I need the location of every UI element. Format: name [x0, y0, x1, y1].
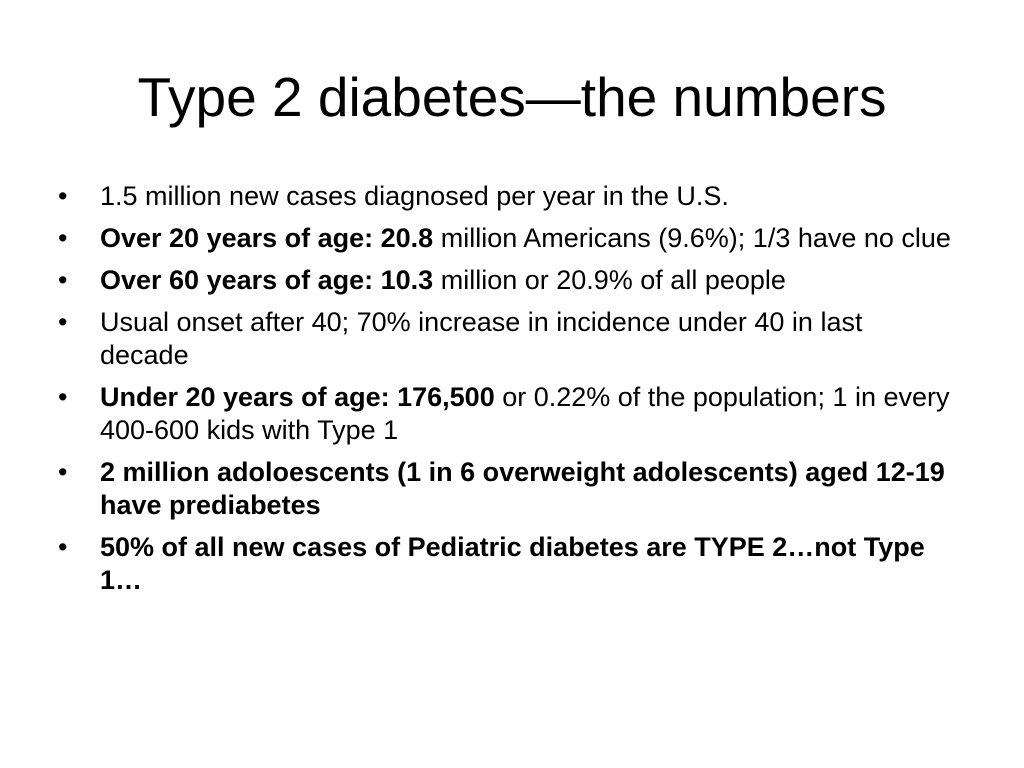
bullet-marker: • [58, 307, 68, 337]
bullet-marker: • [58, 382, 68, 412]
bullet-marker: • [58, 457, 68, 487]
bullet-item: • Under 20 years of age: 176,500 or 0.22… [58, 381, 958, 447]
bullet-item: • 1.5 million new cases diagnosed per ye… [58, 180, 958, 213]
bullet-text: million or 20.9% of all people [433, 265, 786, 295]
bullet-bold-text: 2 million adoloescents (1 in 6 overweigh… [100, 457, 945, 520]
bullet-bold-text: Over 60 years of age: 10.3 [100, 265, 434, 295]
bullet-bold-text: 50% of all new cases of Pediatric diabet… [100, 532, 925, 595]
bullet-text: Usual onset after 40; 70% increase in in… [100, 307, 863, 370]
bullet-marker: • [58, 532, 68, 562]
bullet-marker: • [58, 181, 68, 211]
bullet-list: • 1.5 million new cases diagnosed per ye… [58, 180, 958, 606]
bullet-text: 1.5 million new cases diagnosed per year… [100, 181, 729, 211]
bullet-text: or 0.22% of the population; 1 in every 4… [100, 382, 950, 445]
bullet-item: • Over 60 years of age: 10.3 million or … [58, 264, 958, 297]
bullet-item: • 50% of all new cases of Pediatric diab… [58, 531, 958, 597]
bullet-item: • 2 million adoloescents (1 in 6 overwei… [58, 456, 958, 522]
bullet-bold-text: Over 20 years of age: 20.8 [100, 223, 434, 253]
bullet-marker: • [58, 265, 68, 295]
bullet-bold-text: Under 20 years of age: 176,500 [100, 382, 495, 412]
slide-title: Type 2 diabetes—the numbers [137, 66, 887, 128]
bullet-item: • Over 20 years of age: 20.8 million Ame… [58, 222, 958, 255]
bullet-item: • Usual onset after 40; 70% increase in … [58, 306, 958, 372]
bullet-marker: • [58, 223, 68, 253]
bullet-text: million Americans (9.6%); 1/3 have no cl… [433, 223, 951, 253]
